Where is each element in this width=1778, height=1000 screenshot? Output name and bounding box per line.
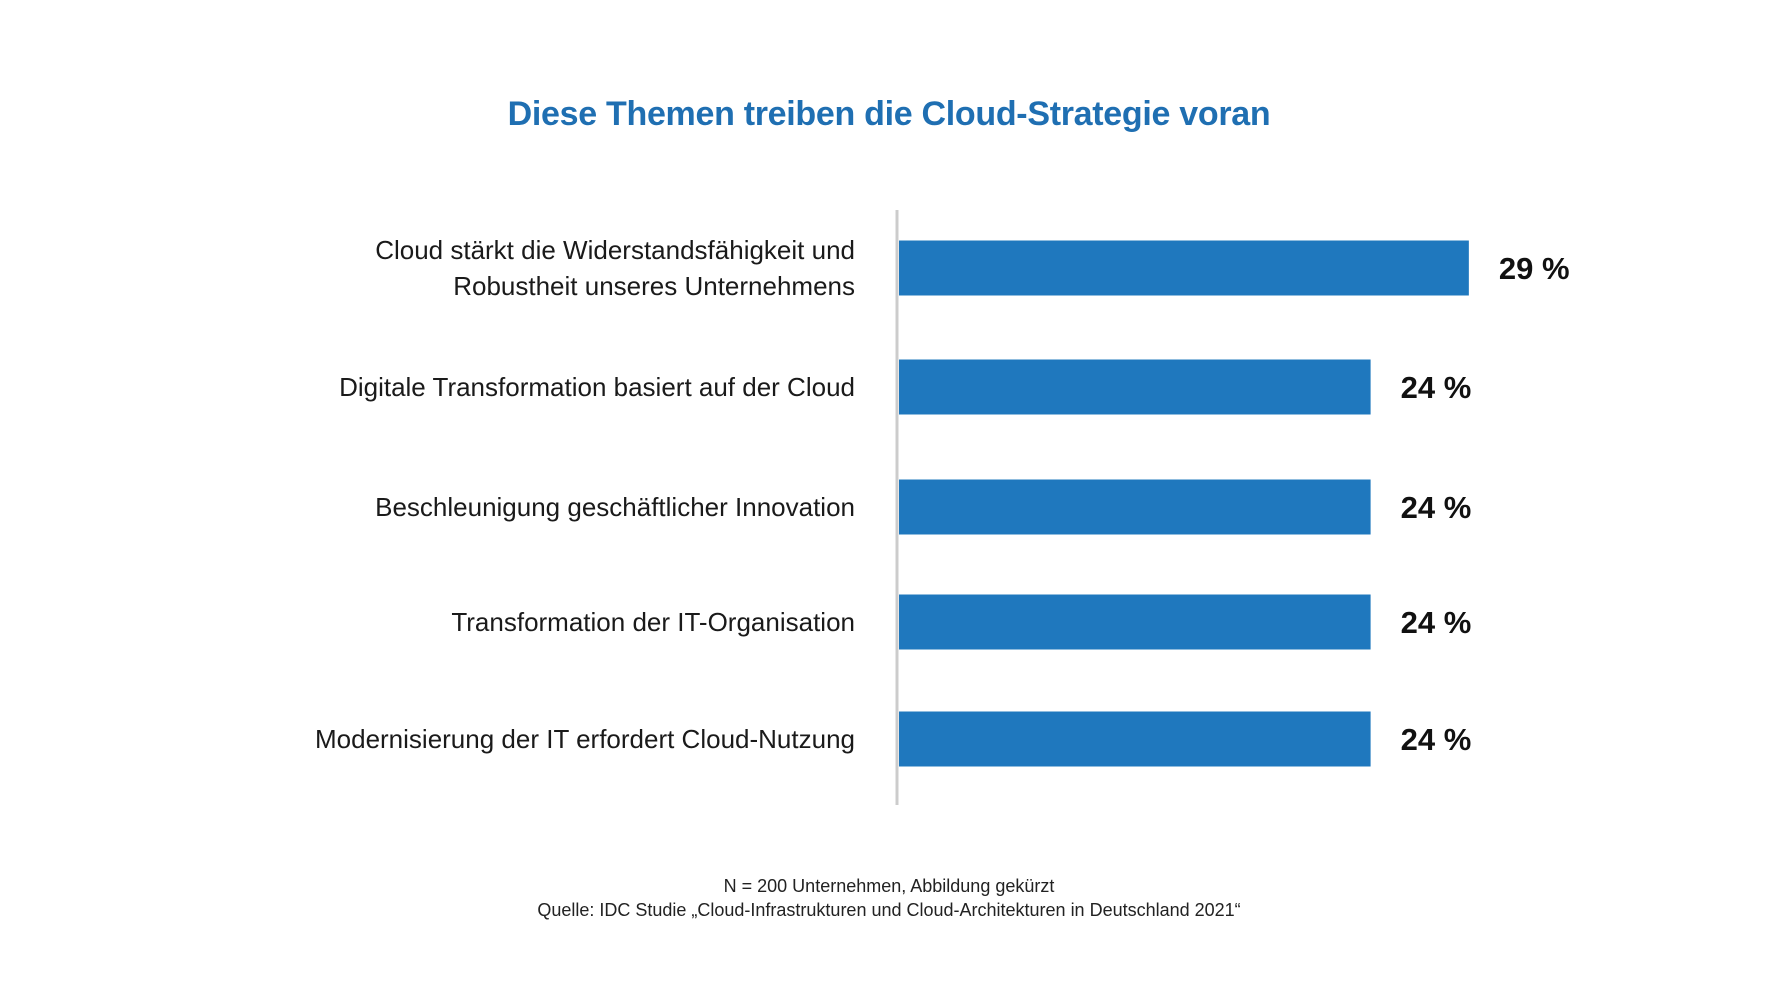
sample-note: N = 200 Unternehmen, Abbildung gekürzt — [723, 876, 1055, 896]
category-label-1-line-2: Robustheit unseres Unternehmens — [453, 271, 855, 301]
data-label-5: 24 % — [1401, 722, 1472, 757]
category-label-1-line-1: Cloud stärkt die Widerstandsfähigkeit un… — [375, 235, 855, 265]
bar-1 — [899, 240, 1469, 296]
data-label-4: 24 % — [1401, 605, 1472, 640]
data-label-1: 29 % — [1499, 251, 1570, 286]
bar-2 — [899, 359, 1371, 415]
data-label-3: 24 % — [1401, 490, 1472, 525]
data-label-2: 24 % — [1401, 370, 1472, 405]
category-label-4: Transformation der IT-Organisation — [451, 607, 855, 637]
category-label-3: Beschleunigung geschäftlicher Innovation — [375, 492, 855, 522]
chart-title: Diese Themen treiben die Cloud-Strategie… — [507, 95, 1271, 133]
bar-4 — [899, 594, 1371, 650]
category-label-2: Digitale Transformation basiert auf der … — [339, 372, 855, 402]
bar-5 — [899, 711, 1371, 767]
category-label-5: Modernisierung der IT erfordert Cloud-Nu… — [315, 724, 855, 754]
source-note: Quelle: IDC Studie „Cloud-Infrastrukture… — [537, 900, 1241, 920]
bar-3 — [899, 479, 1371, 535]
